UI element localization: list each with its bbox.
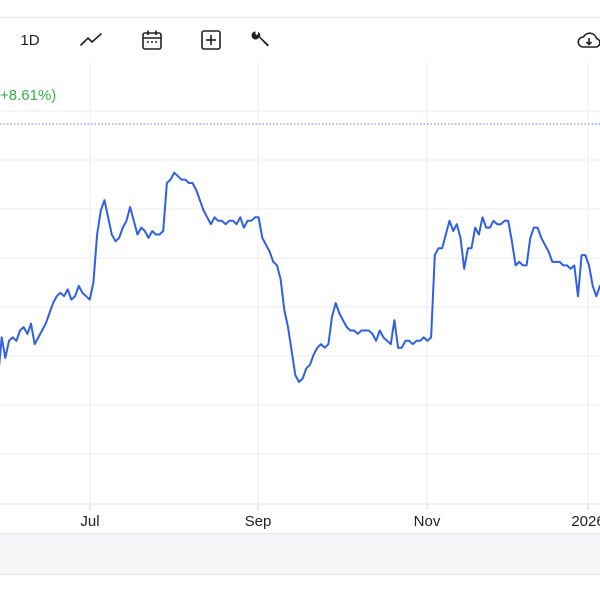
range-navigator[interactable] bbox=[0, 533, 600, 575]
x-tick-label: Sep bbox=[245, 513, 272, 530]
chart-toolbar: 1D bbox=[0, 18, 600, 62]
x-tick-label: 2026 bbox=[571, 513, 600, 530]
price-line-chart: Jul Sep Nov 2026 bbox=[0, 62, 600, 530]
price-series-line bbox=[0, 171, 600, 383]
line-chart-icon bbox=[80, 33, 102, 46]
cloud-download-icon bbox=[577, 32, 600, 48]
range-button-1d[interactable]: 1D bbox=[20, 31, 40, 49]
add-comparison-button[interactable] bbox=[195, 18, 227, 62]
calendar-icon bbox=[142, 30, 162, 50]
horizontal-grid bbox=[0, 110, 600, 455]
x-tick-label: Nov bbox=[414, 513, 441, 530]
x-tick-label: Jul bbox=[80, 513, 99, 530]
wrench-icon bbox=[251, 31, 269, 47]
price-change-label: +8.61%) bbox=[0, 87, 57, 104]
vertical-grid bbox=[89, 62, 589, 504]
add-box-icon bbox=[201, 30, 221, 50]
date-range-button[interactable] bbox=[136, 18, 168, 62]
download-button[interactable] bbox=[572, 18, 600, 62]
x-axis-ticks: Jul Sep Nov 2026 bbox=[80, 504, 600, 530]
chart-type-button[interactable] bbox=[74, 18, 108, 62]
top-divider bbox=[0, 17, 600, 18]
settings-button[interactable] bbox=[245, 18, 277, 62]
